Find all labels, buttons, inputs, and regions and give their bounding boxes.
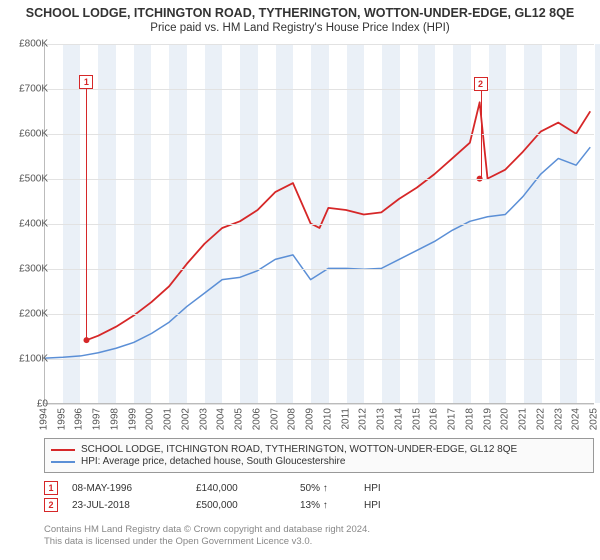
gridline [45,404,594,405]
marker-box: 1 [79,75,93,89]
sales-table: 1 08-MAY-1996 £140,000 50% ↑ HPI 2 23-JU… [44,478,594,515]
x-axis-label: 2013 [376,408,387,430]
x-axis-label: 2006 [251,408,262,430]
marker-box: 2 [474,77,488,91]
series-line [86,102,590,340]
x-axis-label: 2021 [518,408,529,430]
x-axis-label: 2008 [287,408,298,430]
x-axis-label: 2007 [269,408,280,430]
legend-swatch [51,461,75,463]
legend-item: HPI: Average price, detached house, Sout… [51,456,587,467]
x-axis-label: 1995 [56,408,67,430]
gridline [45,359,594,360]
x-axis-label: 2009 [305,408,316,430]
legend-item: SCHOOL LODGE, ITCHINGTON ROAD, TYTHERING… [51,444,587,455]
footer: Contains HM Land Registry data © Crown c… [44,524,594,548]
gridline [45,134,594,135]
x-axis-label: 1999 [127,408,138,430]
gridline [45,314,594,315]
x-axis-label: 2020 [500,408,511,430]
x-axis-label: 2017 [447,408,458,430]
chart-title: SCHOOL LODGE, ITCHINGTON ROAD, TYTHERING… [8,6,592,20]
legend-label: HPI: Average price, detached house, Sout… [81,456,345,467]
sale-date: 08-MAY-1996 [72,483,182,494]
gridline [45,269,594,270]
sale-marker-icon: 1 [44,481,58,495]
x-axis-label: 1996 [74,408,85,430]
legend-label: SCHOOL LODGE, ITCHINGTON ROAD, TYTHERING… [81,444,517,455]
x-axis-label: 1994 [39,408,50,430]
sale-date: 23-JUL-2018 [72,500,182,511]
x-axis-label: 2000 [145,408,156,430]
x-axis-label: 2004 [216,408,227,430]
sale-price: £500,000 [196,500,286,511]
x-axis-label: 2015 [411,408,422,430]
sales-row: 1 08-MAY-1996 £140,000 50% ↑ HPI [44,481,594,495]
x-axis-label: 2025 [589,408,600,430]
gridline [45,89,594,90]
footer-line: This data is licensed under the Open Gov… [44,536,594,548]
y-axis-label: £100K [19,354,48,365]
x-axis-label: 2001 [163,408,174,430]
gridline [45,44,594,45]
legend: SCHOOL LODGE, ITCHINGTON ROAD, TYTHERING… [44,438,594,473]
x-axis-label: 2011 [340,408,351,430]
chart-container: SCHOOL LODGE, ITCHINGTON ROAD, TYTHERING… [0,0,600,560]
marker-line [86,89,87,341]
chart-subtitle: Price paid vs. HM Land Registry's House … [8,22,592,34]
y-axis-label: £500K [19,174,48,185]
gridline [45,224,594,225]
y-axis-label: £600K [19,129,48,140]
y-axis-label: £400K [19,219,48,230]
y-axis-label: £200K [19,309,48,320]
x-axis-label: 2024 [571,408,582,430]
x-axis-label: 1997 [92,408,103,430]
x-axis-label: 2012 [358,408,369,430]
y-axis-label: £300K [19,264,48,275]
x-axis-label: 2003 [198,408,209,430]
sale-marker-icon: 2 [44,498,58,512]
title-block: SCHOOL LODGE, ITCHINGTON ROAD, TYTHERING… [0,0,600,36]
footer-line: Contains HM Land Registry data © Crown c… [44,524,594,536]
x-axis-label: 2002 [180,408,191,430]
x-axis-label: 2023 [553,408,564,430]
x-axis-label: 2019 [482,408,493,430]
x-axis-label: 2005 [234,408,245,430]
sale-price: £140,000 [196,483,286,494]
sale-pct: 13% ↑ [300,500,350,511]
x-axis-label: 2018 [464,408,475,430]
sale-vs: HPI [364,500,381,511]
y-axis-label: £800K [19,39,48,50]
x-axis-label: 2014 [393,408,404,430]
gridline [45,179,594,180]
y-axis-label: £700K [19,84,48,95]
x-axis-label: 2010 [322,408,333,430]
sales-row: 2 23-JUL-2018 £500,000 13% ↑ HPI [44,498,594,512]
sale-vs: HPI [364,483,381,494]
marker-line [481,91,482,179]
x-axis-label: 2016 [429,408,440,430]
legend-swatch [51,449,75,451]
year-band [595,44,600,403]
sale-pct: 50% ↑ [300,483,350,494]
chart-area: 12 [44,44,594,404]
x-axis-label: 2022 [535,408,546,430]
x-axis-label: 1998 [109,408,120,430]
